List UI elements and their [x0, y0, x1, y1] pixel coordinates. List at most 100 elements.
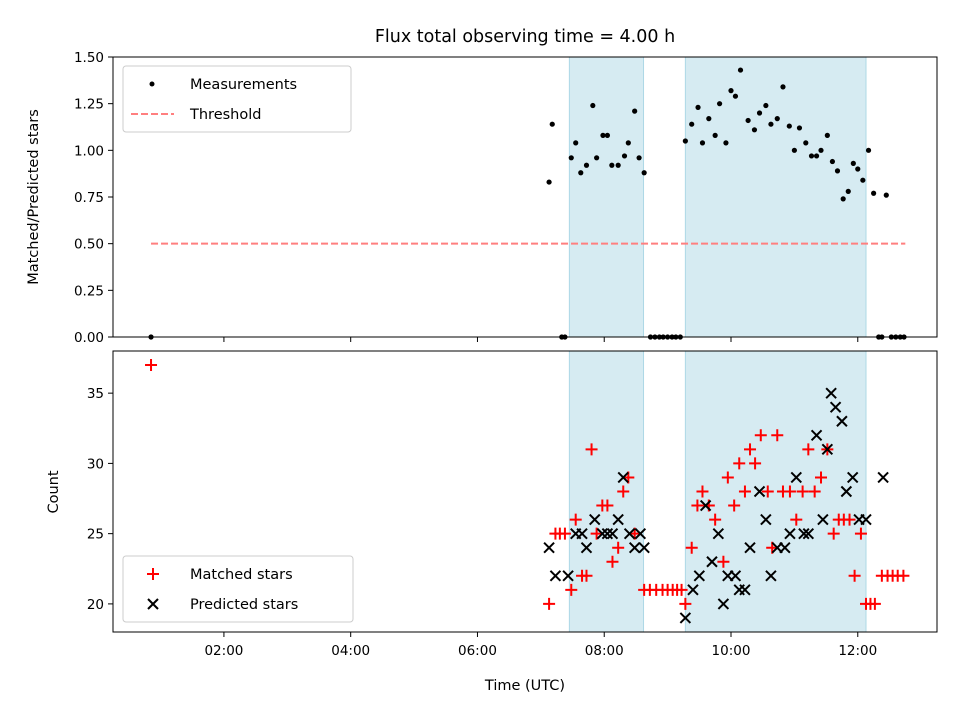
predicted-star-point: [739, 584, 751, 596]
ratio-y-tick-label: 0.00: [74, 330, 104, 346]
measurement-point: [669, 334, 675, 340]
measurement-point: [737, 67, 744, 73]
count-panel-frame: [112, 350, 938, 633]
measurement-point: [768, 121, 774, 127]
predicted-star-point: [706, 556, 718, 568]
count-axis-label: Count: [46, 470, 62, 513]
ratio-y-tick-label: 0.50: [74, 237, 104, 253]
matched-star-point: [569, 513, 582, 526]
time-tick-label: 02:00: [204, 643, 243, 659]
predicted-star-point: [693, 570, 706, 582]
matched-star-point: [744, 443, 757, 456]
measurement-point: [546, 179, 552, 185]
matched-star-point: [717, 555, 730, 568]
measurement-point: [625, 140, 631, 146]
count-y-tick-label: 20: [87, 597, 104, 613]
legend-predicted-label: Predicted stars: [190, 597, 298, 613]
matched-star-point: [738, 485, 751, 498]
predicted-star-point: [634, 527, 647, 540]
measurement-point: [745, 117, 751, 124]
ratio-y-tick-label: 0.75: [74, 190, 104, 206]
measurement-point: [594, 155, 600, 161]
measurement-point: [829, 158, 836, 165]
time-tick-label: 06:00: [458, 643, 497, 659]
predicted-star-point: [596, 527, 609, 540]
legend-measurement-marker: [149, 81, 155, 87]
measurement-point: [590, 102, 596, 109]
matched-star-point: [843, 513, 856, 526]
measurement-point: [732, 93, 739, 99]
measurement-point: [636, 155, 642, 161]
matched-star-point: [543, 597, 556, 610]
matched-star-point: [675, 583, 688, 596]
matched-star-point: [790, 513, 803, 526]
ratio-legend: Measurements Threshold: [122, 65, 352, 133]
measurement-point: [893, 334, 899, 340]
count-legend-box: [122, 555, 354, 623]
matched-star-point: [558, 527, 571, 540]
measurement-point: [860, 177, 866, 183]
predicted-star-point: [638, 541, 650, 554]
legend-predicted-marker: [147, 598, 159, 610]
time-tick-label: 10:00: [712, 643, 751, 659]
predicted-star-point: [712, 527, 725, 540]
measurement-point: [665, 334, 671, 340]
predicted-star-point: [612, 513, 624, 526]
matched-star-point: [606, 555, 619, 568]
matched-star-point: [580, 569, 593, 582]
measurement-point: [673, 334, 679, 340]
measurement-point: [621, 153, 628, 159]
predicted-star-point: [623, 527, 636, 540]
measurement-point: [641, 170, 647, 176]
measurement-point: [148, 334, 154, 340]
matched-star-point: [728, 499, 741, 512]
time-axis-label: Time (UTC): [484, 678, 565, 694]
measurement-point: [600, 132, 606, 138]
observing-window-shade: [685, 351, 867, 632]
measurement-point: [879, 334, 885, 340]
measurement-point: [840, 196, 846, 202]
measurement-point: [850, 160, 856, 166]
predicted-star-point: [580, 541, 593, 554]
observing-window-shade: [685, 57, 867, 337]
measurement-point: [652, 334, 658, 340]
predicted-star-point: [601, 527, 614, 540]
count-y-tick-label: 35: [87, 386, 104, 402]
measurement-point: [786, 123, 792, 129]
predicted-star-point: [679, 612, 692, 624]
predicted-star-point: [717, 598, 730, 610]
ratio-panel: 0.00 0.25 0.50 0.75 1.00 1.25 1.50 Matched/Pre…: [26, 50, 938, 346]
measurement-point: [901, 334, 907, 340]
predicted-star-point: [810, 429, 823, 442]
predicted-star-point: [802, 527, 815, 540]
measurement-point: [712, 132, 718, 138]
observing-window-shade: [569, 351, 644, 632]
legend-measurements-label: Measurements: [190, 77, 297, 93]
measurement-point: [677, 334, 683, 340]
ratio-y-tick-label: 1.50: [74, 50, 104, 66]
measurement-point: [774, 116, 780, 122]
measurement-point: [578, 170, 584, 176]
measurement-point: [695, 104, 701, 110]
matched-star-point: [783, 485, 796, 498]
predicted-star-point: [779, 541, 791, 554]
predicted-star-point: [753, 485, 766, 498]
matched-star-point: [815, 471, 828, 484]
predicted-star-point: [617, 471, 629, 484]
measurement-point: [865, 147, 872, 153]
matched-star-point: [696, 485, 709, 498]
matched-star-point: [854, 527, 867, 540]
measurement-point: [751, 127, 758, 133]
measurement-point: [824, 132, 830, 138]
measurement-point: [791, 147, 797, 153]
ratio-y-tick-label: 1.00: [74, 143, 104, 159]
measurement-point: [604, 132, 611, 138]
measurement-point: [803, 140, 809, 146]
measurement-point: [549, 121, 555, 127]
matched-star-point: [709, 513, 722, 526]
matched-star-point: [749, 457, 762, 470]
predicted-star-point: [798, 527, 810, 540]
measurement-point: [818, 147, 824, 153]
matched-star-point: [796, 485, 809, 498]
